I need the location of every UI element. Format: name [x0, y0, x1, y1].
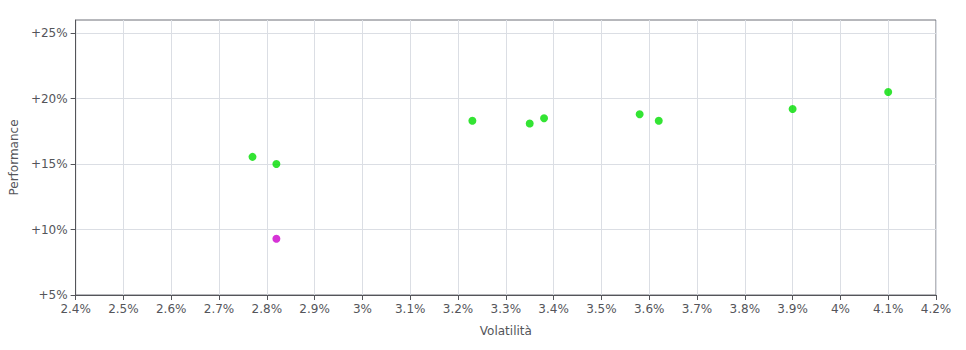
svg-text:2.9%: 2.9% [299, 302, 330, 316]
svg-text:2.7%: 2.7% [204, 302, 235, 316]
svg-text:3.7%: 3.7% [682, 302, 713, 316]
svg-text:4.2%: 4.2% [921, 302, 952, 316]
svg-text:Performance: Performance [7, 119, 21, 195]
svg-text:3.9%: 3.9% [777, 302, 808, 316]
svg-text:3.1%: 3.1% [395, 302, 426, 316]
svg-text:2.4%: 2.4% [60, 302, 91, 316]
svg-text:3%: 3% [353, 302, 372, 316]
svg-text:3.8%: 3.8% [730, 302, 761, 316]
svg-text:3.6%: 3.6% [634, 302, 665, 316]
svg-text:3.2%: 3.2% [443, 302, 474, 316]
svg-text:+10%: +10% [31, 223, 68, 237]
svg-text:2.6%: 2.6% [156, 302, 187, 316]
svg-text:3.5%: 3.5% [586, 302, 617, 316]
svg-text:Volatilità: Volatilità [480, 324, 532, 338]
svg-text:+5%: +5% [39, 288, 68, 302]
svg-text:3.3%: 3.3% [491, 302, 522, 316]
svg-text:+20%: +20% [31, 92, 68, 106]
svg-text:4.1%: 4.1% [873, 302, 904, 316]
svg-text:+25%: +25% [31, 26, 68, 40]
svg-text:2.5%: 2.5% [108, 302, 139, 316]
svg-text:+15%: +15% [31, 157, 68, 171]
svg-text:4%: 4% [831, 302, 850, 316]
svg-text:3.4%: 3.4% [538, 302, 569, 316]
svg-text:2.8%: 2.8% [252, 302, 283, 316]
